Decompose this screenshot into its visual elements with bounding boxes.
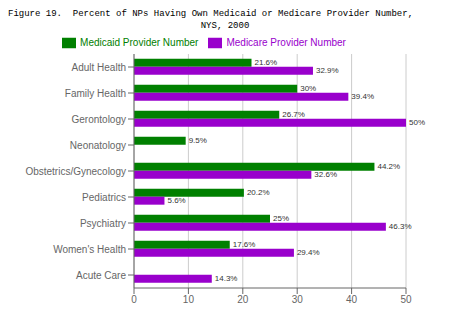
svg-text:Women's Health: Women's Health xyxy=(53,244,126,255)
svg-text:Pediatrics: Pediatrics xyxy=(82,192,126,203)
svg-text:Neonatology: Neonatology xyxy=(70,140,126,151)
svg-text:50: 50 xyxy=(400,294,412,305)
svg-text:Acute Care: Acute Care xyxy=(76,270,126,281)
svg-text:40: 40 xyxy=(346,294,358,305)
html-text:NYS, 2000: NYS, 2000 xyxy=(200,21,250,31)
svg-text:20: 20 xyxy=(237,294,249,305)
svg-text:Adult Health: Adult Health xyxy=(72,62,126,73)
svg-text:10: 10 xyxy=(183,294,195,305)
html-text:Medicaid Provider Number: Medicaid Provider Number xyxy=(80,36,199,48)
svg-text:Gerontology: Gerontology xyxy=(72,114,126,125)
svg-text:Psychiatry: Psychiatry xyxy=(80,218,126,229)
svg-text:17.6%: 17.6% xyxy=(233,240,256,249)
svg-text:39.4%: 39.4% xyxy=(351,92,374,101)
svg-text:14.3%: 14.3% xyxy=(215,274,238,283)
svg-text:30: 30 xyxy=(292,294,304,305)
svg-text:21.6%: 21.6% xyxy=(255,58,278,67)
svg-text:50%: 50% xyxy=(409,118,425,127)
svg-text:30%: 30% xyxy=(300,84,316,93)
html-text:Figure 19. Percent of NPs Havi: Figure 19. Percent of NPs Having Own Med… xyxy=(8,9,414,19)
svg-text:32.6%: 32.6% xyxy=(314,170,337,179)
svg-text:29.4%: 29.4% xyxy=(297,248,320,257)
svg-text:44.2%: 44.2% xyxy=(377,162,400,171)
svg-text:32.9%: 32.9% xyxy=(316,66,339,75)
svg-text:46.3%: 46.3% xyxy=(389,222,412,231)
svg-text:0: 0 xyxy=(131,294,137,305)
svg-text:Family Health: Family Health xyxy=(65,88,126,99)
svg-text:26.7%: 26.7% xyxy=(282,110,305,119)
svg-text:20.2%: 20.2% xyxy=(247,188,270,197)
svg-text:9.5%: 9.5% xyxy=(189,136,207,145)
svg-text:Obstetrics/Gynecology: Obstetrics/Gynecology xyxy=(25,166,126,177)
svg-text:5.6%: 5.6% xyxy=(167,196,185,205)
svg-text:25%: 25% xyxy=(273,214,289,223)
html-text:Medicare Provider Number: Medicare Provider Number xyxy=(226,36,346,48)
